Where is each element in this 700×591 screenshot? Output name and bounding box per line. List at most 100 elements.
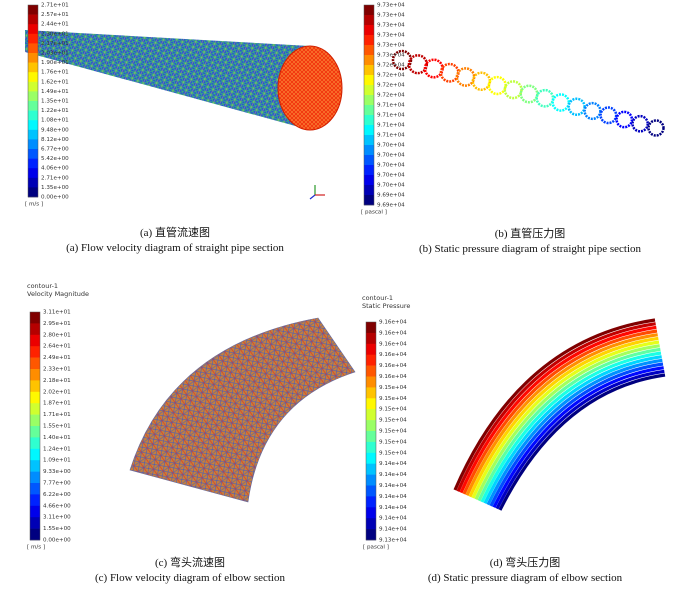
colorbar-band (366, 322, 376, 334)
pressure-band (456, 322, 656, 492)
colorbar-band (364, 165, 374, 176)
colorbar-label: 9.13e+04 (379, 538, 407, 544)
colorbar-band (364, 55, 374, 66)
colorbar-label: 9.16e+04 (379, 352, 407, 358)
colorbar-label: 1.76e+01 (41, 70, 69, 76)
colorbar-label: 9.72e+04 (377, 83, 405, 89)
colorbar-band (30, 391, 40, 404)
colorbar-label: 9.15e+04 (379, 385, 407, 391)
caption-en: (b) Static pressure diagram of straight … (419, 243, 642, 255)
colorbar-frame (29, 311, 41, 541)
colorbar-band (28, 43, 38, 54)
pressure-band (453, 318, 656, 491)
colorbar-label: 5.42e+00 (41, 156, 69, 162)
colorbar-label: 1.55e+00 (43, 526, 71, 532)
caption-en: (d) Static pressure diagram of elbow sec… (428, 572, 623, 584)
colorbar-band (28, 129, 38, 140)
colorbar-unit: [ pascal ] (361, 210, 387, 216)
colorbar-band (364, 145, 374, 156)
colorbar-label: 9.14e+04 (379, 516, 407, 522)
colorbar-label: 0.00e+00 (41, 195, 69, 201)
colorbar-label: 9.16e+04 (379, 374, 407, 380)
colorbar-unit: [ m/s ] (27, 545, 45, 551)
colorbar-band (364, 125, 374, 136)
legend-heading: Static Pressure (362, 302, 410, 310)
colorbar-label: 2.71e+01 (41, 3, 69, 9)
colorbar-band (366, 441, 376, 454)
caption-en: (a) Flow velocity diagram of straight pi… (66, 242, 284, 254)
colorbar-band (30, 334, 40, 347)
pressure-blob (583, 101, 602, 121)
colorbar-band (28, 149, 38, 159)
pressure-band (471, 340, 660, 499)
colorbar-band (30, 323, 40, 336)
colorbar-band (366, 507, 376, 519)
colorbar-label: 6.77e+00 (41, 147, 69, 153)
colorbar-label: 9.72e+04 (377, 63, 405, 69)
colorbar-label: 9.15e+04 (379, 418, 407, 424)
pressure-band (477, 347, 661, 502)
colorbar-label: 1.35e+00 (41, 185, 69, 191)
axis-icon (309, 185, 325, 200)
colorbar-band (28, 14, 38, 25)
colorbar-label: 3.11e+01 (43, 310, 71, 316)
colorbar-label: 2.64e+01 (43, 344, 71, 350)
colorbar-label: 2.03e+01 (41, 51, 69, 57)
colorbar-band (364, 35, 374, 46)
colorbar-band (366, 431, 376, 443)
colorbar-band (364, 195, 374, 206)
colorbar-label: 2.33e+01 (43, 367, 71, 373)
colorbar-band (30, 448, 40, 461)
colorbar-label: 2.02e+01 (43, 389, 71, 395)
colorbar-label: 9.73e+04 (377, 43, 405, 49)
pipe-mesh (25, 30, 310, 130)
colorbar-label: 9.72e+04 (377, 93, 405, 99)
colorbar-band (366, 529, 376, 541)
elbow-mesh (129, 317, 356, 503)
colorbar-label: 2.44e+01 (41, 22, 69, 28)
colorbar-label: 9.73e+04 (377, 33, 405, 39)
colorbar-label: 9.14e+04 (379, 494, 407, 500)
colorbar-frame (363, 4, 375, 206)
colorbar-band (28, 91, 38, 102)
pressure-band (483, 355, 662, 505)
colorbar-band (366, 387, 376, 399)
pressure-blob (535, 88, 555, 108)
colorbar-band (28, 139, 38, 150)
pressure-band (459, 325, 657, 494)
colorbar-band (30, 403, 40, 415)
pressure-blob (647, 119, 665, 137)
colorbar-band (366, 485, 376, 497)
colorbar-label: 9.73e+04 (377, 23, 405, 29)
colorbar-label: 8.12e+00 (41, 137, 69, 143)
pressure-blob (407, 54, 429, 75)
pressure-blob (519, 84, 539, 104)
artwork (25, 30, 666, 511)
caption-zh: (b) 直管压力图 (495, 226, 566, 240)
pressure-band (486, 358, 663, 506)
colorbar-label: 1.62e+01 (41, 79, 69, 85)
colorbar-label: 9.70e+04 (377, 173, 405, 179)
colorbar-band (364, 155, 374, 166)
colorbar-label: 1.90e+01 (41, 60, 69, 66)
pressure-band (495, 369, 665, 510)
colorbar-band (366, 518, 376, 530)
legend-heading: contour-1 (27, 282, 58, 290)
colorbar-band (366, 496, 376, 508)
colorbar-unit: [ pascal ] (363, 545, 389, 551)
colorbar-band (366, 409, 376, 421)
colorbar-band (28, 5, 38, 15)
colorbar-band (30, 517, 40, 529)
colorbar-band (30, 380, 40, 393)
pressure-band (480, 351, 662, 503)
colorbar-band (364, 45, 374, 56)
colorbar-band (28, 187, 38, 198)
caption-zh: (c) 弯头流速图 (155, 555, 225, 569)
colorbar-label: 9.16e+04 (379, 363, 407, 369)
colorbar-label: 9.71e+04 (377, 123, 405, 129)
colorbar-band (364, 5, 374, 16)
colorbar-band (28, 24, 38, 35)
pressure-band (465, 333, 658, 496)
colorbar-label: 9.15e+04 (379, 439, 407, 445)
